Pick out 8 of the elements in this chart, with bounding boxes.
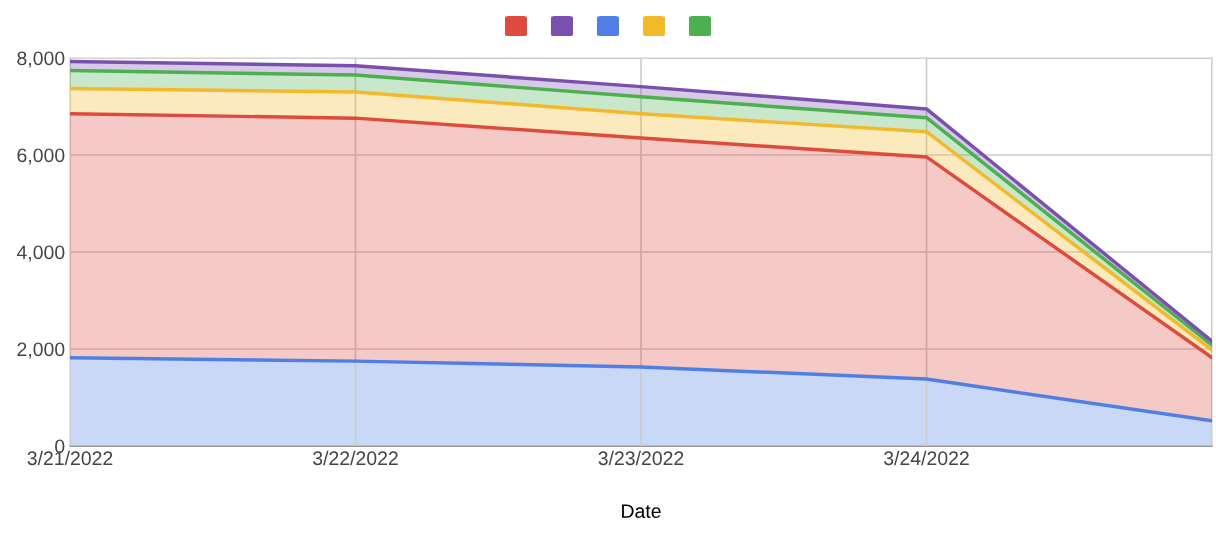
y-tick-label: 4,000 — [16, 245, 65, 262]
y-tick-label: 8,000 — [17, 51, 65, 68]
y-tick-label: 6,000 — [17, 148, 65, 165]
y-tick-label: 2,000 — [17, 342, 65, 359]
x-axis-title: Date — [622, 504, 661, 518]
x-tick-label: 3/22/2022 — [312, 450, 398, 466]
x-tick-label: 3/23/2022 — [598, 450, 684, 466]
x-tick-label: 3/24/2022 — [883, 450, 969, 466]
